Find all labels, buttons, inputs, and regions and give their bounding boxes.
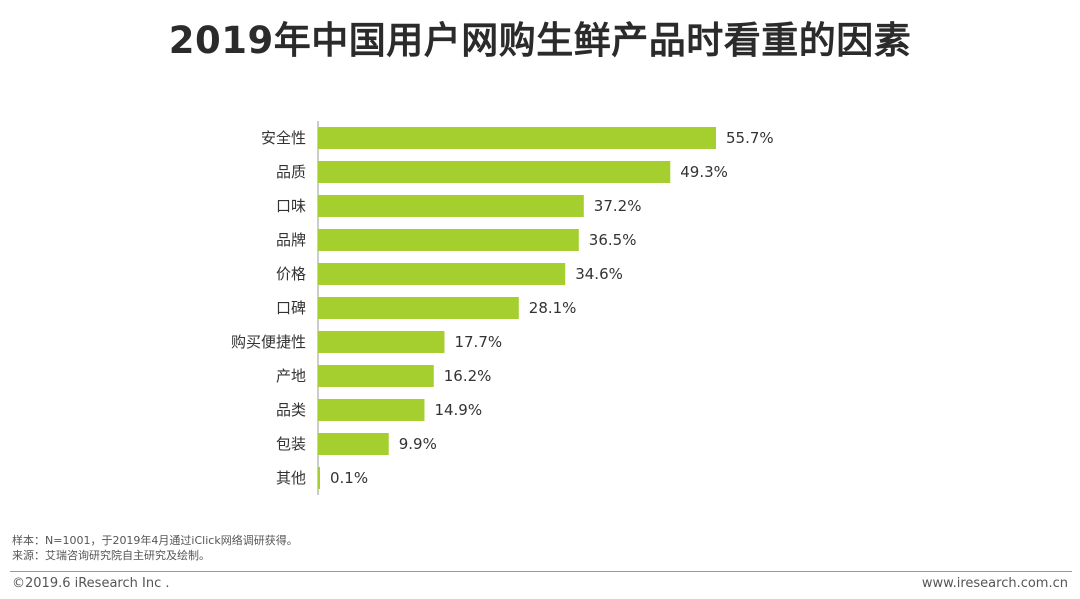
value-label: 0.1%	[330, 469, 368, 487]
bar	[318, 127, 716, 149]
category-label: 品牌	[276, 231, 306, 249]
bar	[318, 297, 519, 319]
bar	[318, 433, 389, 455]
category-label: 口味	[276, 197, 306, 215]
category-label: 口碑	[276, 299, 306, 317]
value-label: 28.1%	[529, 299, 577, 317]
value-label: 49.3%	[680, 163, 728, 181]
value-label: 37.2%	[594, 197, 642, 215]
value-label: 16.2%	[444, 367, 492, 385]
copyright-text: ©2019.6 iResearch Inc .	[12, 576, 170, 591]
bar	[318, 331, 445, 353]
category-label: 产地	[276, 367, 306, 385]
bar-chart: 安全性 55.7% 品质 49.3% 口味 37.2% 品牌 36.5% 价格 34.6% 口碑 28…	[231, 121, 774, 495]
value-label: 14.9%	[434, 401, 482, 419]
category-label: 品质	[276, 163, 306, 181]
bar	[318, 467, 320, 489]
footer-divider	[10, 571, 1072, 572]
bar	[318, 161, 671, 183]
category-label: 购买便捷性	[231, 333, 306, 351]
bar	[318, 365, 434, 387]
value-label: 34.6%	[575, 265, 623, 283]
bar	[318, 195, 584, 217]
bar	[318, 263, 566, 285]
source-note: 来源：艾瑞咨询研究院自主研究及绘制。	[12, 549, 210, 562]
category-label: 品类	[276, 401, 306, 419]
value-label: 55.7%	[726, 129, 774, 147]
category-label: 包装	[276, 435, 306, 453]
category-label: 安全性	[261, 129, 306, 147]
bar	[318, 399, 425, 421]
website-link[interactable]: www.iresearch.com.cn	[921, 576, 1068, 591]
sample-note: 样本：N=1001，于2019年4月通过iClick网络调研获得。	[12, 534, 298, 547]
chart-title: 2019年中国用户网购生鲜产品时看重的因素	[168, 19, 912, 62]
category-label: 其他	[276, 469, 306, 487]
value-label: 9.9%	[399, 435, 437, 453]
category-label: 价格	[276, 265, 306, 283]
value-label: 17.7%	[454, 333, 502, 351]
value-label: 36.5%	[589, 231, 637, 249]
bar	[318, 229, 579, 251]
